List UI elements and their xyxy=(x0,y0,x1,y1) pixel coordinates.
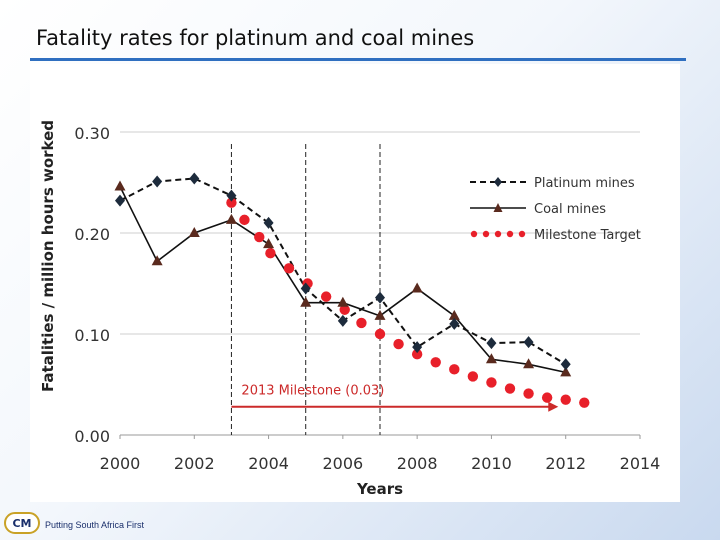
x-tick-label: 2014 xyxy=(620,454,661,473)
platinum-mines-point xyxy=(189,172,200,185)
x-tick-label: 2012 xyxy=(545,454,586,473)
milestone-arrow-head xyxy=(548,401,559,412)
milestone-point xyxy=(393,338,404,350)
legend-milestone-dot xyxy=(494,230,502,238)
platinum-mines-point xyxy=(375,291,385,304)
x-tick-label: 2010 xyxy=(471,454,512,473)
coal-mines-point xyxy=(411,282,423,293)
coal-mines-point xyxy=(374,309,386,320)
coal-mines-point xyxy=(225,213,237,224)
legend-milestone-label: Milestone Target xyxy=(534,228,641,243)
x-tick-label: 2004 xyxy=(248,454,289,473)
coal-mines-point xyxy=(300,296,312,307)
x-tick-label: 2000 xyxy=(100,454,141,473)
platinum-mines-point xyxy=(412,341,423,354)
platinum-mines-point xyxy=(560,358,571,371)
milestone-point xyxy=(265,248,276,259)
x-tick-label: 2006 xyxy=(322,454,363,473)
milestone-point xyxy=(254,231,265,243)
milestone-point xyxy=(560,394,571,405)
fatality-rate-chart: 0.00 0.10 0.20 0.30 2000 2002 2004 2006 2008 2010… xyxy=(39,120,661,498)
platinum-mines-point xyxy=(486,337,497,350)
platinum-mines-point xyxy=(152,175,163,188)
y-tick-label: 0.30 xyxy=(74,124,110,143)
milestone-point xyxy=(339,304,350,315)
legend-coal-marker xyxy=(493,203,503,212)
coal-mines-point xyxy=(448,309,460,320)
milestone-point xyxy=(486,377,497,388)
coal-mines-point xyxy=(485,353,497,364)
coal-mines-point xyxy=(114,180,126,191)
milestone-point xyxy=(283,263,295,274)
milestone-point xyxy=(449,364,460,375)
y-tick-label: 0.00 xyxy=(74,427,110,446)
footer-tagline: Putting South Africa First xyxy=(45,520,145,530)
legend: Platinum mines Coal mines Milestone Target xyxy=(470,176,641,243)
milestone-point xyxy=(504,383,516,394)
platinum-mines-point xyxy=(449,317,460,330)
platinum-mines-point xyxy=(115,194,125,207)
y-tick-label: 0.20 xyxy=(74,225,110,244)
x-tick-label: 2002 xyxy=(174,454,215,473)
milestone-point xyxy=(579,397,590,408)
coal-mines-point xyxy=(523,358,535,369)
coal-mines-point xyxy=(151,255,163,266)
milestone-point xyxy=(356,317,367,329)
legend-platinum-label: Platinum mines xyxy=(534,176,635,191)
milestone-annotation: 2013 Milestone (0.03) xyxy=(231,384,559,412)
chart-panel: 0.00 0.10 0.20 0.30 2000 2002 2004 2006 2008 2010… xyxy=(30,64,680,502)
legend-milestone-dot xyxy=(518,230,526,238)
coal-mines-point xyxy=(560,366,572,377)
legend-milestone-dot xyxy=(470,230,478,238)
logo-text: CM xyxy=(12,517,31,530)
platinum-mines-point xyxy=(263,216,274,229)
milestone-point xyxy=(541,392,553,403)
milestone-point xyxy=(226,197,237,208)
coal-mines-point xyxy=(263,238,275,249)
legend-platinum-marker xyxy=(494,177,502,187)
legend-milestone-dot xyxy=(482,230,490,238)
milestone-annotation-label: 2013 Milestone (0.03) xyxy=(241,384,384,399)
slide-title: Fatality rates for platinum and coal min… xyxy=(36,26,475,50)
milestone-point xyxy=(523,388,534,399)
platinum-mines-point xyxy=(226,189,237,202)
series-markers xyxy=(114,172,590,408)
title-divider xyxy=(30,58,686,61)
x-tick-label: 2008 xyxy=(397,454,438,473)
x-axis-label: Years xyxy=(356,480,403,498)
platinum-mines-point xyxy=(523,336,534,349)
milestone-point xyxy=(239,214,250,226)
milestone-point xyxy=(430,357,441,368)
milestone-point xyxy=(467,371,479,382)
y-axis-label: Fatalities / million hours worked xyxy=(39,120,57,392)
y-tick-label: 0.10 xyxy=(74,326,110,345)
coal-mines-line xyxy=(119,186,566,374)
legend-coal-label: Coal mines xyxy=(534,202,606,217)
platinum-mines-point xyxy=(337,314,348,327)
company-logo: CM xyxy=(4,512,40,534)
coal-mines-point xyxy=(188,227,200,237)
coal-mines-point xyxy=(337,296,349,307)
milestone-point xyxy=(320,291,332,302)
platinum-mines-point xyxy=(300,282,311,295)
milestone-point xyxy=(374,328,386,340)
legend-milestone-dot xyxy=(506,230,514,238)
milestone-point xyxy=(411,349,423,360)
